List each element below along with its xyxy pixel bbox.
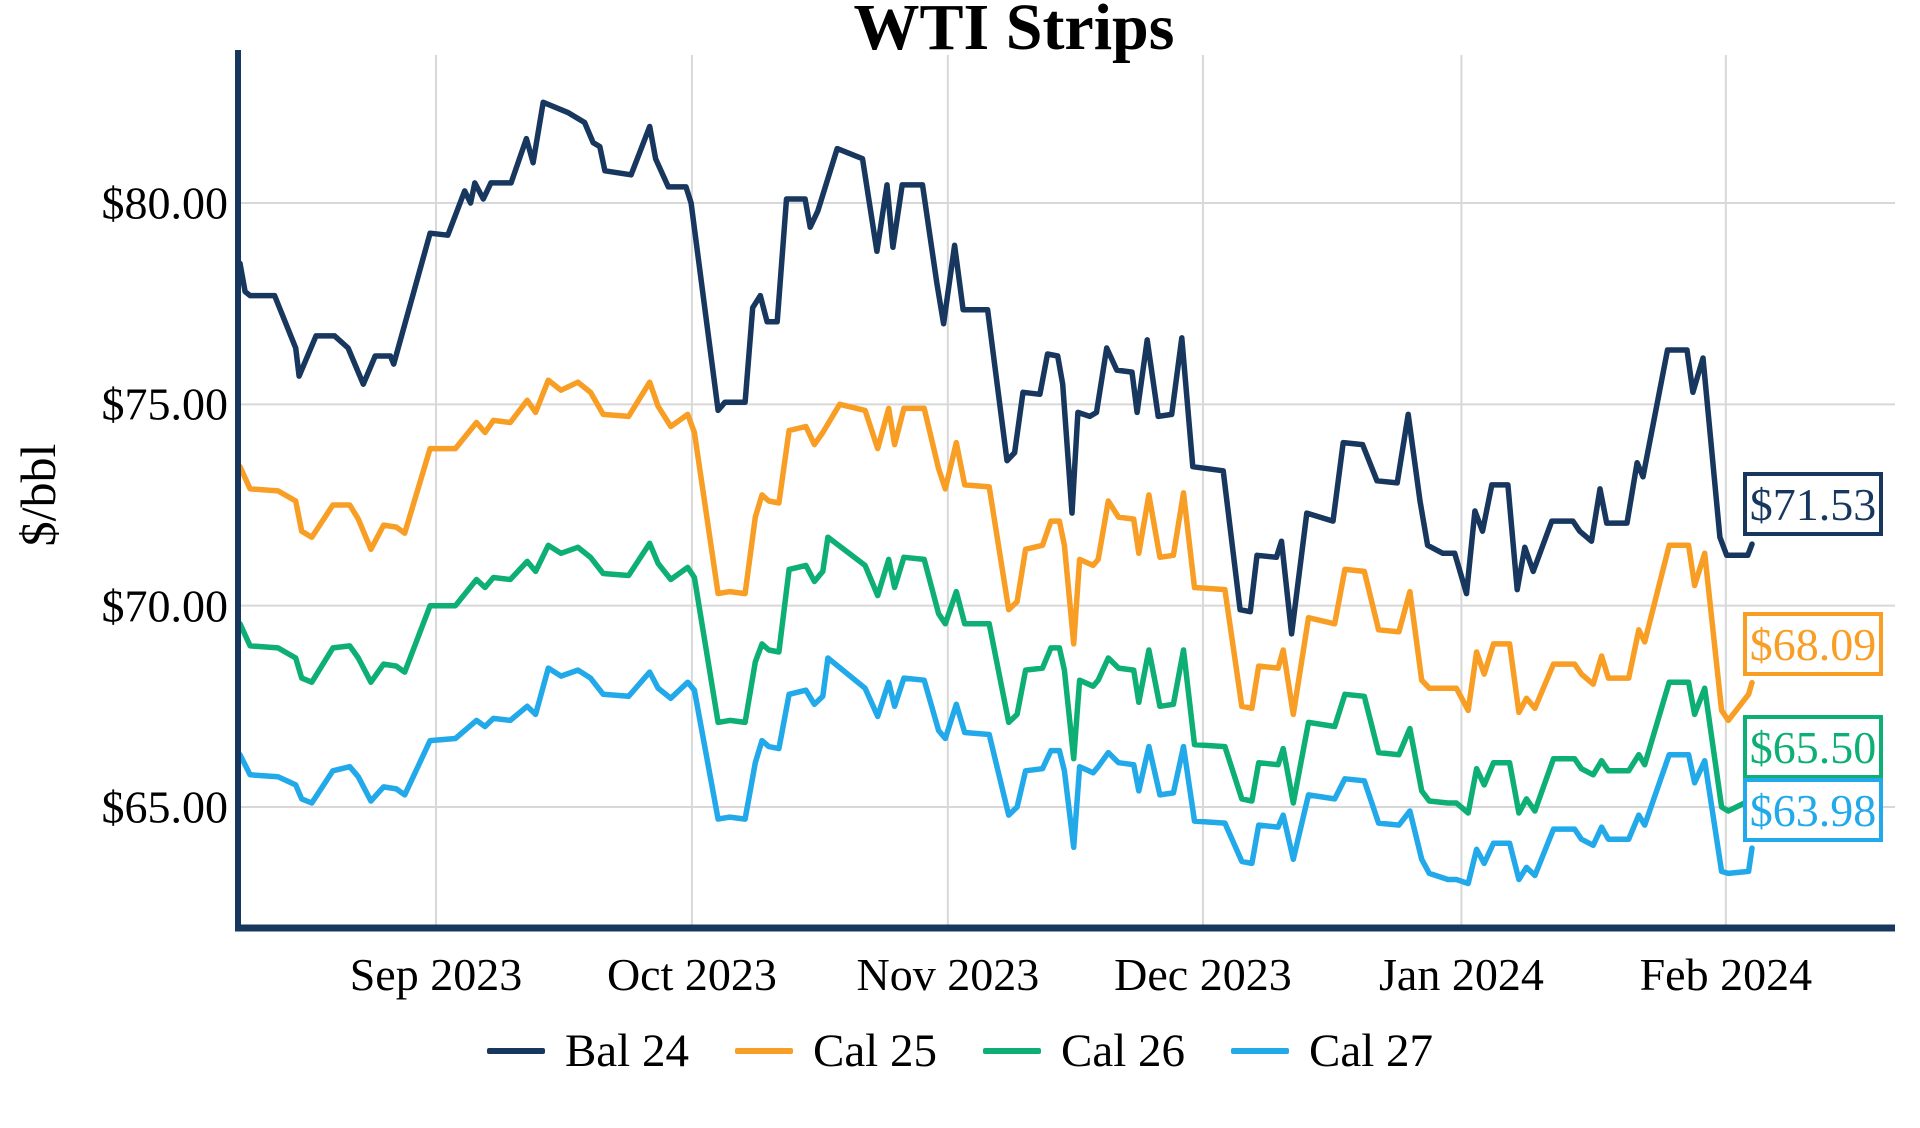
y-tick-label: $70.00 xyxy=(101,580,229,632)
legend-item-cal-26: Cal 26 xyxy=(983,1024,1185,1078)
x-tick-label: Oct 2023 xyxy=(606,949,777,1000)
end-value-label-cal-26: $65.50 xyxy=(1743,715,1883,779)
end-value-label-bal-24: $71.53 xyxy=(1743,472,1883,536)
legend-swatch xyxy=(486,1048,545,1054)
y-tick-label: $65.00 xyxy=(101,781,229,833)
series-line-cal-25 xyxy=(237,377,1755,724)
legend-label: Cal 26 xyxy=(1061,1025,1186,1077)
y-tick-label: $80.00 xyxy=(101,177,229,229)
legend: Bal 24 Cal 25 Cal 26 Cal 27 xyxy=(0,1024,1920,1078)
legend-item-cal-27: Cal 27 xyxy=(1231,1024,1433,1078)
legend-swatch xyxy=(1231,1048,1290,1054)
end-value-label-cal-25: $68.09 xyxy=(1743,612,1883,676)
legend-item-bal-24: Bal 24 xyxy=(486,1024,689,1078)
y-tick-label: $75.00 xyxy=(101,378,229,430)
x-tick-label: Sep 2023 xyxy=(349,949,523,1000)
end-value-label-cal-27: $63.98 xyxy=(1743,778,1883,842)
legend-label: Cal 27 xyxy=(1309,1025,1434,1077)
series-line-cal-26 xyxy=(237,534,1755,816)
x-tick-label: Dec 2023 xyxy=(1114,949,1292,1000)
x-tick-label: Nov 2023 xyxy=(856,949,1040,1000)
x-tick-label: Feb 2024 xyxy=(1639,949,1813,1000)
legend-label: Bal 24 xyxy=(564,1025,689,1077)
legend-swatch xyxy=(734,1048,793,1054)
legend-swatch xyxy=(983,1048,1041,1054)
series-line-bal-24 xyxy=(237,99,1755,637)
chart-title: WTI Strips xyxy=(853,0,1175,64)
series-line-cal-27 xyxy=(237,655,1755,887)
legend-label: Cal 25 xyxy=(812,1025,937,1077)
legend-item-cal-25: Cal 25 xyxy=(734,1024,937,1078)
x-tick-label: Jan 2024 xyxy=(1379,949,1544,1000)
